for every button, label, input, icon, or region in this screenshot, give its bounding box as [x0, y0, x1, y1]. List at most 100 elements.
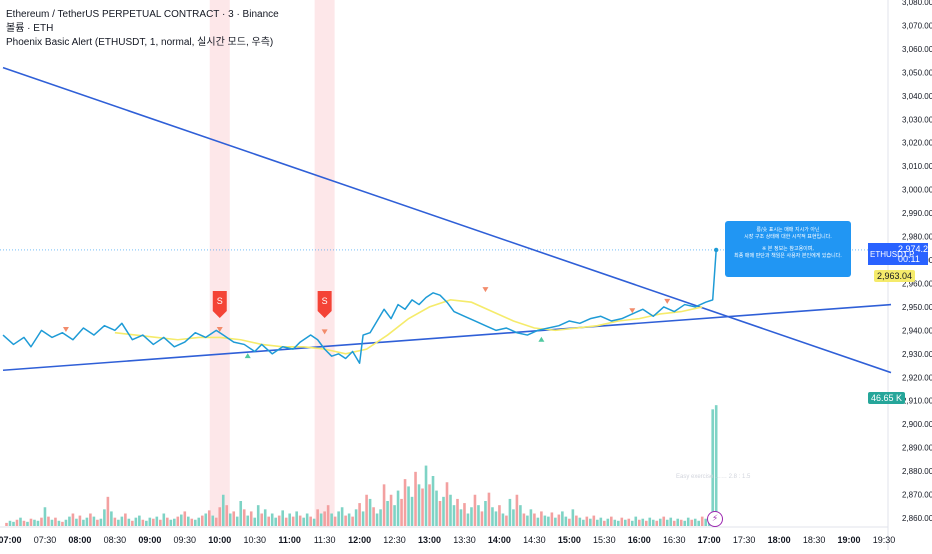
y-tick-label: 2,890.00 [902, 444, 932, 453]
volume-tag: 46.65 K [868, 392, 906, 404]
y-tick-label: 3,040.00 [902, 92, 932, 101]
volume-bar [487, 492, 491, 526]
volume-bar [693, 518, 697, 526]
volume-bar [200, 515, 204, 526]
tooltip-line-2: 시장 구조 상태에 대한 시각적 표현입니다. [744, 233, 832, 240]
volume-bar [466, 513, 470, 526]
last-price-value: 2,974.28 [898, 244, 932, 254]
volume-bar [477, 505, 480, 526]
y-tick-label: 3,050.00 [902, 68, 932, 77]
volume-bar [68, 516, 71, 526]
volume-bar [305, 513, 309, 526]
y-tick-label: 2,930.00 [902, 350, 932, 359]
volume-bar [330, 513, 333, 526]
y-tick-label: 3,000.00 [902, 186, 932, 195]
volume-bar [456, 498, 459, 526]
symbol-label: ETHUSDT.P [870, 249, 915, 259]
volume-bar [284, 517, 288, 526]
volume-bar [61, 521, 64, 526]
volume-bar [428, 484, 431, 526]
volume-bar [519, 505, 522, 526]
volume-bar [375, 513, 379, 526]
x-tick-label: 19:00 [838, 535, 861, 545]
volume-bar [204, 513, 208, 526]
volume-bar [679, 519, 683, 526]
legend-indicator-title[interactable]: Phoenix Basic Alert (ETHUSDT, 1, normal,… [6, 37, 274, 48]
volume-bar [96, 519, 99, 526]
down-marker [664, 298, 671, 304]
last-price-tag: ETHUSDT.P 2,974.28 00:11 [868, 243, 932, 265]
volume-bar [221, 494, 225, 526]
volume-bar [302, 517, 305, 526]
x-tick-label: 17:00 [698, 535, 721, 545]
legend-symbol-title[interactable]: Ethereum / TetherUS PERPETUAL CONTRACT ·… [6, 9, 279, 20]
volume-bar [617, 520, 620, 526]
volume-bar [85, 517, 89, 526]
volume-bar [239, 501, 243, 526]
volume-bar [138, 515, 141, 526]
volume-bar [585, 516, 589, 526]
x-tick-label: 17:30 [733, 535, 756, 545]
volume-bar [648, 517, 652, 526]
volume-bar [47, 516, 50, 526]
x-tick-label: 14:30 [523, 535, 546, 545]
volume-bar [267, 516, 271, 526]
volume-bar [547, 516, 550, 526]
volume-bar [326, 505, 330, 526]
volume-bar [403, 479, 407, 526]
y-tick-label: 3,030.00 [902, 115, 932, 124]
short-signal-label: S [322, 296, 328, 306]
y-tick-label: 2,910.00 [902, 397, 932, 406]
volume-bar [173, 518, 176, 526]
down-marker [629, 308, 636, 314]
trend-line-0 [2, 66, 892, 374]
volume-bar [193, 519, 197, 526]
x-tick-label: 08:30 [104, 535, 127, 545]
volume-bar [480, 511, 484, 526]
tooltip-line-1: 롱/숏 표시는 매매 지시가 아닌 [756, 227, 820, 233]
x-tick-label: 15:00 [558, 535, 581, 545]
volume-bar [449, 494, 452, 526]
x-tick-label: 13:30 [453, 535, 476, 545]
volume-bar [610, 516, 613, 526]
volume-bar [683, 520, 687, 526]
volume-bar [281, 510, 284, 526]
volume-bar [368, 498, 372, 526]
tooltip-line-4: ※ 본 정보는 참고용이며, [762, 246, 814, 252]
volume-bar [344, 515, 347, 526]
volume-bar [358, 503, 361, 526]
x-tick-label: 14:00 [488, 535, 511, 545]
volume-bar [407, 486, 410, 526]
volume-bar [641, 518, 645, 526]
volume-bar [333, 516, 337, 526]
volume-bar [393, 505, 396, 526]
x-tick-label: 16:30 [663, 535, 686, 545]
volume-bar [543, 515, 547, 526]
volume-bar [554, 517, 557, 526]
volume-bar [690, 519, 694, 526]
volume-bar [232, 511, 236, 526]
volume-bar [347, 513, 351, 526]
volume-bar [627, 518, 631, 526]
legend-volume-title[interactable]: 볼륨 · ETH [6, 23, 54, 34]
volume-bar [249, 511, 253, 526]
volume-bar [540, 511, 543, 526]
volume-bar [54, 517, 57, 526]
volume-bar [197, 517, 201, 526]
volume-bar [494, 511, 498, 526]
volume-bar [672, 520, 676, 526]
volume-bar [424, 465, 428, 526]
volume-bar [372, 507, 375, 526]
lightning-icon[interactable]: ⚡ [707, 511, 723, 527]
volume-bar [26, 521, 29, 526]
y-tick-label: 2,870.00 [902, 491, 932, 500]
x-tick-label: 10:00 [208, 535, 231, 545]
volume-bar [676, 518, 680, 526]
x-tick-label: 11:00 [278, 535, 301, 545]
volume-bar [12, 521, 15, 526]
y-tick-label: 3,020.00 [902, 139, 932, 148]
indicator-tooltip: 롱/숏 표시는 매매 지시가 아닌 시장 구조 상태에 대한 시각적 표현입니다… [725, 221, 851, 277]
volume-bar [686, 517, 690, 526]
volume-bar [33, 519, 36, 526]
